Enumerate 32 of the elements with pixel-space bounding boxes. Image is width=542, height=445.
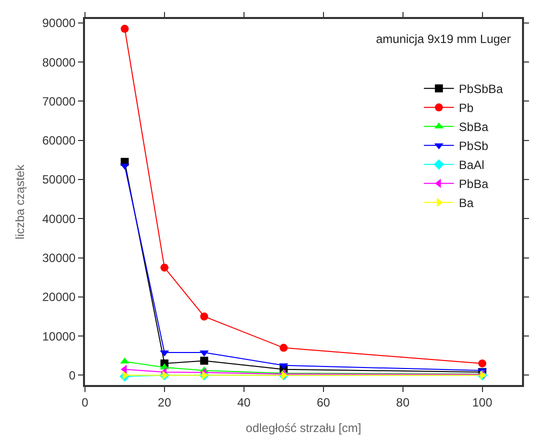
point (120, 24, 129, 33)
x-tick-label: 0 (82, 395, 89, 410)
y-tick-label: 50000 (42, 172, 76, 187)
legend-label: BaAl (458, 158, 484, 172)
y-tick-label: 10000 (42, 329, 76, 344)
y-tick-label: 20000 (42, 290, 76, 304)
y-tick-label: 30000 (42, 250, 76, 265)
y-tick-label: 40000 (42, 212, 76, 226)
x-tick-label: 80 (396, 395, 410, 410)
y-tick-label: 90000 (42, 16, 76, 30)
legend-label: PbSb (458, 139, 489, 154)
y-tick-label: 80000 (42, 55, 76, 70)
legend-label: Ba (458, 196, 474, 210)
x-tick-label: 20 (158, 395, 172, 410)
x-tick-label: 60 (316, 395, 330, 410)
legend-label: Pb (458, 101, 474, 116)
point (200, 356, 208, 365)
legend-label: PbSbBa (458, 82, 504, 96)
y-tick-label: 60000 (42, 134, 76, 148)
text: amunicja 9x19 mm Luger (376, 32, 511, 46)
legend-label: SbBa (458, 120, 489, 134)
x-tick-label: 40 (237, 395, 251, 410)
point (200, 312, 208, 320)
y-tick-label: 0 (68, 368, 76, 382)
y-tick-label: 70000 (42, 94, 76, 108)
point (160, 264, 168, 272)
x-tick-label: 100 (472, 395, 493, 410)
y-axis-title: liczba cząstek (13, 164, 28, 240)
legend-label: PbBa (458, 177, 489, 192)
x-axis-title: odległość strzału [cm] (246, 420, 362, 435)
point (478, 359, 486, 368)
point (280, 344, 288, 352)
